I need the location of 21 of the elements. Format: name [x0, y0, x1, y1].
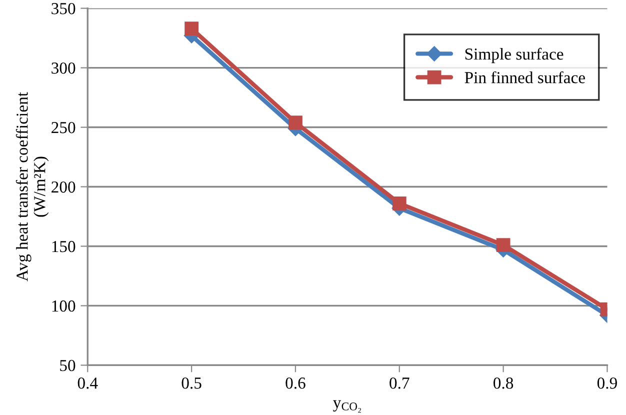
y-tick-label: 300	[52, 62, 76, 74]
x-tick-label: 0.7	[390, 377, 410, 389]
y-tick-label: 100	[52, 300, 76, 312]
y-tick-label: 150	[52, 240, 76, 252]
point	[184, 22, 198, 36]
x-tick-label: 0.5	[182, 377, 202, 389]
x-tick-label: 0.9	[597, 377, 617, 389]
y-tick-label: 200	[52, 181, 76, 193]
y-tick-label: 250	[52, 122, 76, 134]
point	[496, 238, 510, 252]
y-tick-label: 350	[52, 3, 76, 14]
y-tick-label: 50	[60, 360, 76, 372]
point	[288, 116, 302, 130]
x-tick-label: 0.6	[286, 377, 306, 389]
y-axis-title: Avg heat transfer coefficient (W/m²K)	[16, 92, 49, 282]
x-axis-title: y$_{CO₂}$	[333, 400, 361, 413]
x-tick-label: 0.8	[494, 377, 514, 389]
x-tick-label: 0.4	[78, 377, 98, 389]
legend-label: Simple surface	[465, 48, 564, 64]
point	[392, 196, 406, 210]
legend-label: Pin finned surface	[464, 71, 585, 84]
